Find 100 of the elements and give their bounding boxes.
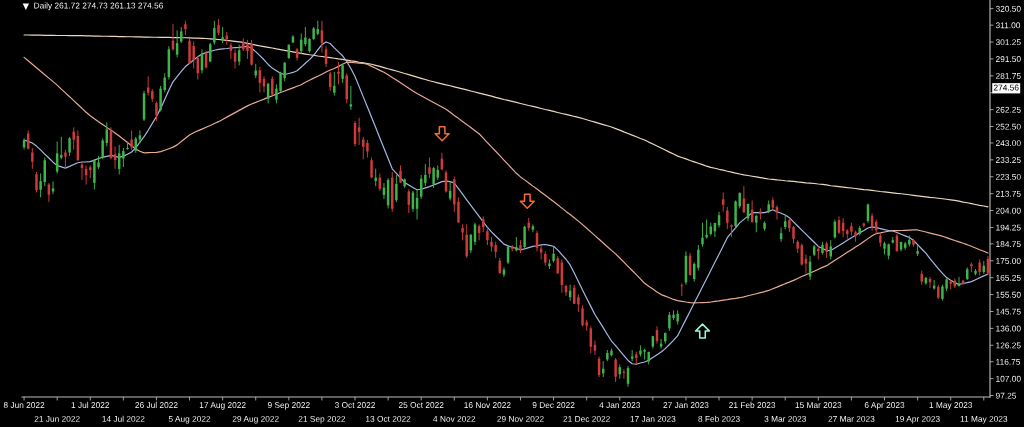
candlestick: [345, 72, 348, 104]
candlestick: [680, 282, 684, 297]
annotation: 274.56: [993, 84, 1019, 91]
candlestick: [155, 101, 158, 122]
candlestick: [122, 147, 125, 168]
candlestick: [130, 129, 133, 151]
y-tick-label: 233.25: [995, 157, 1021, 163]
candlestick: [581, 305, 584, 327]
candlestick: [730, 223, 733, 238]
y-tick-label: 107.00: [996, 375, 1021, 382]
y-tick-label: 243.00: [995, 140, 1021, 147]
candlestick: [337, 61, 340, 85]
y-tick-label: 126.25: [996, 342, 1021, 349]
candlestick: [31, 147, 34, 170]
candlestick: [697, 244, 700, 271]
candlestick: [424, 163, 427, 187]
x-tick-label: 21 Jun 2022: [34, 415, 80, 422]
candlestick: [213, 20, 216, 46]
y-tick-label: 116.75: [996, 358, 1021, 365]
x-tick-label: 11 May 2023: [960, 415, 1008, 424]
y-tick-label: 262.25: [995, 106, 1021, 113]
candlestick: [64, 149, 67, 170]
candlestick: [357, 117, 361, 146]
candlestick: [465, 223, 468, 259]
candlestick: [188, 37, 191, 65]
x-tick-label: 6 Apr 2023: [864, 402, 905, 410]
candlestick: [705, 219, 708, 240]
candlestick: [35, 171, 38, 194]
candlestick: [370, 157, 373, 179]
x-tick-label: 5 Aug 2022: [168, 415, 211, 424]
candlestick: [428, 157, 431, 179]
candlestick: [531, 223, 535, 233]
candlestick: [829, 239, 832, 260]
y-tick-label: 97.25: [995, 392, 1017, 399]
candlestick: [60, 136, 63, 160]
x-tick-label: 4 Nov 2022: [433, 415, 476, 422]
x-tick-label: 8 Jun 2022: [3, 402, 45, 408]
y-tick-label: 301.25: [995, 39, 1021, 46]
x-tick-label: 1 May 2023: [929, 402, 973, 410]
x-tick-label: 14 Jul 2022: [102, 415, 145, 422]
x-tick-label: 9 Sep 2022: [267, 402, 310, 410]
y-tick-label: 184.75: [996, 241, 1021, 247]
x-tick-label: 25 Oct 2022: [398, 402, 444, 408]
x-tick-label: 17 Jan 2023: [630, 415, 676, 422]
candlestick: [523, 225, 526, 249]
x-tick-label: 21 Feb 2023: [729, 401, 776, 408]
x-tick-label: 9 Dec 2022: [532, 402, 575, 408]
chart-title: Daily 261.72 274.73 261.13 274.56: [34, 2, 163, 11]
x-tick-label: 1 Jul 2022: [71, 401, 110, 408]
y-tick-label: 320.50: [995, 5, 1021, 12]
x-tick-label: 17 Aug 2022: [199, 402, 246, 410]
y-tick-label: 311.00: [995, 22, 1021, 29]
x-tick-label: 15 Mar 2023: [795, 402, 842, 408]
candlestick: [804, 254, 808, 275]
candlestick: [192, 40, 195, 69]
x-tick-label: 3 Mar 2023: [764, 415, 806, 422]
x-tick-label: 3 Oct 2022: [334, 402, 375, 408]
candlestick: [362, 136, 365, 160]
candlestick: [395, 174, 398, 203]
candlestick: [304, 26, 307, 47]
x-tick-label: 27 Jan 2023: [663, 402, 709, 408]
candlestick: [349, 85, 353, 111]
y-tick-label: 136.00: [996, 325, 1021, 332]
y-tick-label: 213.75: [995, 190, 1021, 197]
line-series: [23, 56, 989, 304]
candlestick: [93, 158, 96, 190]
candlestick: [341, 63, 344, 84]
y-tick-label: 291.50: [995, 56, 1021, 63]
candlestick: [726, 206, 729, 230]
y-tick-label: 194.25: [996, 224, 1021, 231]
y-tick-label: 145.75: [996, 308, 1021, 315]
x-tick-label: 16 Nov 2022: [464, 402, 511, 408]
candlestick: [39, 172, 42, 198]
x-tick-label: 21 Dec 2022: [563, 415, 610, 422]
x-tick-label: 8 Feb 2023: [698, 415, 740, 422]
y-tick-label: 165.25: [996, 274, 1021, 281]
y-tick-label: 252.50: [995, 123, 1021, 130]
candlestick: [614, 357, 617, 383]
y-tick-label: 204.00: [995, 207, 1021, 214]
x-tick-label: 4 Jan 2023: [599, 402, 641, 408]
candlestick: [271, 75, 274, 96]
candlestick: [957, 276, 961, 287]
x-tick-label: 13 Oct 2022: [366, 415, 411, 422]
x-tick-label: 29 Nov 2022: [497, 415, 544, 422]
x-tick-label: 27 Mar 2023: [828, 415, 875, 422]
x-tick-label: 26 Jul 2022: [135, 401, 178, 408]
candlestick: [250, 39, 253, 66]
candlestick: [333, 71, 336, 96]
candlestick: [101, 137, 104, 160]
candlestick: [432, 166, 435, 189]
candlestick: [668, 311, 671, 332]
y-tick-label: 281.75: [995, 73, 1021, 79]
y-tick-label: 223.50: [995, 173, 1021, 180]
x-tick-label: 29 Aug 2022: [232, 415, 279, 424]
y-tick-label: 155.50: [996, 291, 1021, 298]
y-tick-label: 175.00: [996, 258, 1021, 264]
candlestick: [701, 222, 704, 248]
x-tick-label: 19 Apr 2023: [895, 415, 940, 424]
candlestick: [72, 126, 75, 151]
candlestick: [643, 347, 646, 361]
